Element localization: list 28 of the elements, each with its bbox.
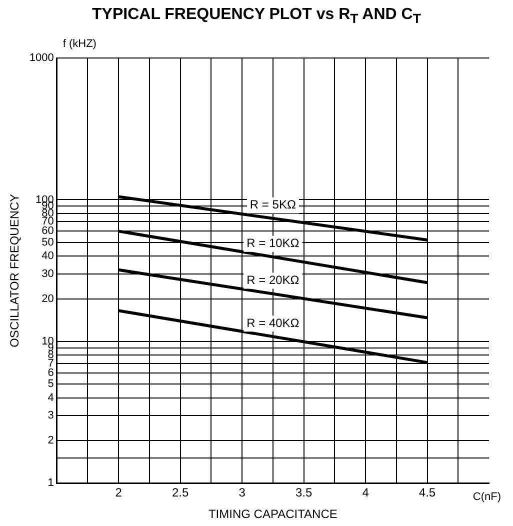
x-tick-label: 3 (238, 486, 246, 500)
y-tick-label: 1 (48, 477, 54, 490)
y-tick-label: 7 (48, 357, 54, 370)
series-label: R = 10KΩ (246, 236, 300, 250)
y-tick-label: 6 (48, 366, 54, 379)
y-tick-label: 20 (42, 292, 54, 305)
series-label: R = 40KΩ (246, 316, 300, 330)
x-tick-label: 4.5 (418, 486, 436, 500)
y-tick-label: 1000 (29, 52, 54, 64)
chart-title: TYPICAL FREQUENCY PLOT vs R$_{T}$ AND C$_{T}$ (91, 5, 422, 28)
y-tick-label: 3 (48, 410, 54, 422)
y-axis-title: OSCILLATOR FREQUENCY (8, 194, 22, 348)
y-tick-label: 60 (42, 225, 54, 238)
x-axis-title: TIMING CAPACITANCE (208, 507, 338, 522)
x-tick-label: 3.5 (295, 486, 312, 500)
y-tick-label: 40 (42, 250, 54, 262)
text: C(nF) (472, 491, 501, 504)
series-label: R = 5KΩ (250, 198, 296, 212)
x-tick-label: 4 (362, 486, 370, 500)
y-tick-label: 30 (42, 268, 54, 280)
text: f (kHZ) (62, 38, 96, 50)
series-label: R = 20KΩ (246, 273, 300, 288)
y-tick-label: 2 (48, 434, 54, 447)
y-tick-label: 5 (48, 378, 54, 390)
x-tick-label: 2.5 (172, 486, 189, 500)
x-tick-label: 2 (115, 486, 122, 500)
y-tick-label: 50 (42, 236, 54, 248)
y-tick-label: 4 (48, 392, 54, 404)
